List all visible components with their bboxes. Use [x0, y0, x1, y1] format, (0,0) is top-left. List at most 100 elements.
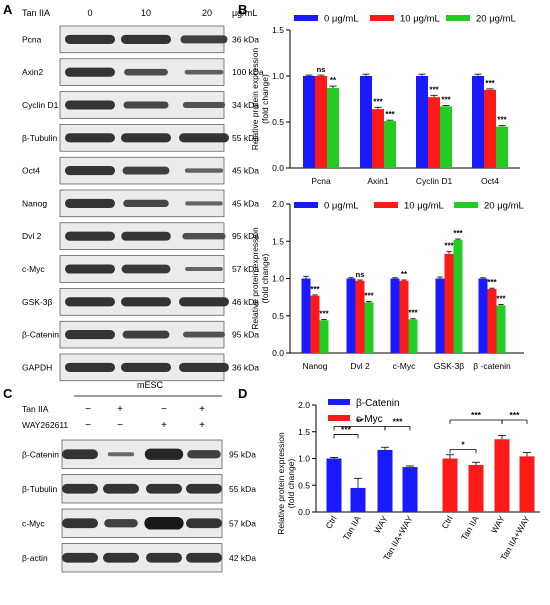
bar — [319, 320, 329, 353]
y-tick-label: 2.0 — [298, 400, 310, 410]
bar — [487, 288, 497, 353]
bar — [346, 278, 356, 353]
panel-a-blot-band — [65, 264, 115, 274]
panel-a-blot-band — [65, 166, 115, 176]
significance-label: *** — [364, 292, 374, 301]
comparison-label: * — [461, 439, 465, 449]
legend-label: β-Catenin — [356, 398, 400, 409]
y-tick-label: 1.0 — [298, 454, 310, 464]
panel-a-blot-band — [124, 68, 168, 76]
panel-a-blot-label: β-Catenin — [22, 330, 59, 340]
x-tick-label: Nanog — [302, 361, 327, 371]
bar — [472, 76, 484, 168]
panel-a-blot-band — [182, 101, 226, 109]
panel-a-blot-kda: 45 kDa — [232, 198, 259, 208]
panel-c-blots: β-Catenin 95 kDa β-Tubulin 55 kDa c-Myc 57 kD… — [22, 439, 256, 573]
panel-a-blot-band — [65, 100, 115, 110]
panel-c-blot-band — [107, 452, 135, 457]
significance-label: *** — [319, 309, 329, 318]
legend-label: 20 μg/mL — [484, 201, 524, 212]
bar — [310, 295, 320, 353]
panel-c-blot-band — [144, 516, 184, 530]
panel-c-blot-band — [144, 448, 184, 460]
panel-a-blot-kda: 95 kDa — [232, 231, 259, 241]
bar — [301, 278, 311, 353]
bar — [326, 458, 342, 512]
panel-a-blot-band — [65, 330, 115, 340]
panel-a-blot-kda: 34 kDa — [232, 100, 259, 110]
panel-a-blot-band — [185, 266, 223, 272]
panel-c-blot-kda: 95 kDa — [229, 449, 256, 459]
panel-c-blot-band — [186, 483, 222, 494]
y-tick-label: 0.0 — [272, 348, 284, 358]
panel-a-blot-band — [123, 101, 169, 109]
panel-a-dose-0: 0 — [87, 8, 92, 18]
chart-d: 0.0 0.5 1.0 1.5 2.0 Relative protein expressi… — [276, 398, 540, 562]
panel-c-row-label-tan: Tan IIA — [22, 404, 49, 414]
panel-c-blot-band — [146, 552, 182, 563]
y-tick-label: 1.0 — [272, 71, 284, 81]
legend-label: 20 μg/mL — [476, 14, 516, 25]
legend-swatch — [370, 15, 394, 21]
significance-label: *** — [408, 309, 418, 318]
comparison-label: *** — [510, 410, 521, 420]
panel-a-treatment-label: Tan IIA — [22, 8, 50, 18]
panel-a-blot-band — [65, 34, 115, 44]
legend-swatch — [374, 202, 398, 208]
panel-a-blot-band — [123, 199, 169, 208]
panel-a-blot-band — [179, 362, 229, 372]
bar — [442, 458, 458, 512]
panel-a-blot-band — [65, 198, 115, 208]
panel-c: C mESC Tan IIA WAY262611 − + − + − − + + β-Cate… — [3, 380, 256, 573]
significance-label: *** — [385, 110, 395, 119]
significance-label: *** — [496, 295, 506, 304]
panel-a-blot-kda: 55 kDa — [232, 133, 259, 143]
bar — [428, 97, 440, 168]
panel-a-blot-band — [122, 166, 170, 175]
panel-a-unit: µg/mL — [232, 8, 257, 18]
panel-a-blot-band — [184, 168, 224, 173]
legend-label: 10 μg/mL — [404, 201, 444, 212]
panel-c-blot-band — [62, 518, 98, 529]
panel-a-blot-band — [65, 231, 115, 241]
y-axis-label-sub: (fold change) — [260, 74, 270, 124]
panel-c-blot-band — [187, 450, 221, 459]
panel-a-blot-band — [121, 362, 171, 372]
panel-a-blot-kda: 57 kDa — [232, 264, 259, 274]
bar — [390, 278, 400, 353]
x-tick-label: WAY — [489, 514, 507, 535]
bar — [355, 280, 365, 353]
bar — [402, 467, 418, 512]
panel-c-blot-kda: 42 kDa — [229, 553, 256, 563]
panel-a-blot-band — [179, 297, 229, 307]
y-tick-label: 0.0 — [272, 163, 284, 173]
panel-a-blot-kda: 46 kDa — [232, 297, 259, 307]
bar — [519, 456, 535, 512]
panel-a-blot-kda: 95 kDa — [232, 330, 259, 340]
panel-a-blot-band — [122, 330, 170, 339]
y-tick-label: 2.0 — [272, 199, 284, 209]
comparison-label: *** — [341, 424, 352, 434]
significance-label: *** — [373, 97, 383, 106]
panel-a-blot-band — [121, 264, 171, 274]
bar — [496, 126, 508, 168]
x-tick-label: WAY — [372, 514, 390, 535]
panel-c-sign: + — [199, 420, 205, 431]
significance-label: ** — [401, 270, 408, 279]
y-axis-label: Relative protein expression — [250, 227, 260, 330]
panel-a-letter: A — [3, 2, 13, 17]
bar — [440, 106, 452, 168]
panel-c-blot-label: β-Tubulin — [22, 484, 58, 494]
panel-a-dose-10: 10 — [141, 8, 151, 18]
x-tick-label: GSK-3β — [434, 361, 465, 371]
significance-label: *** — [441, 95, 451, 104]
bar — [416, 76, 428, 168]
panel-a-blot-band — [65, 67, 115, 77]
panel-c-blot-band — [62, 552, 98, 563]
chart-b-bottom: 0.0 0.5 1.0 1.5 2.0 Relative protein expressi… — [250, 199, 524, 371]
panel-a-blot-kda: 100 kDa — [232, 67, 264, 77]
x-tick-label: Axin1 — [367, 176, 389, 186]
y-axis-label: Relative protein expression — [276, 432, 286, 535]
panel-a-blot-label: β-Tubulin — [22, 133, 58, 143]
significance-label: *** — [444, 242, 454, 251]
